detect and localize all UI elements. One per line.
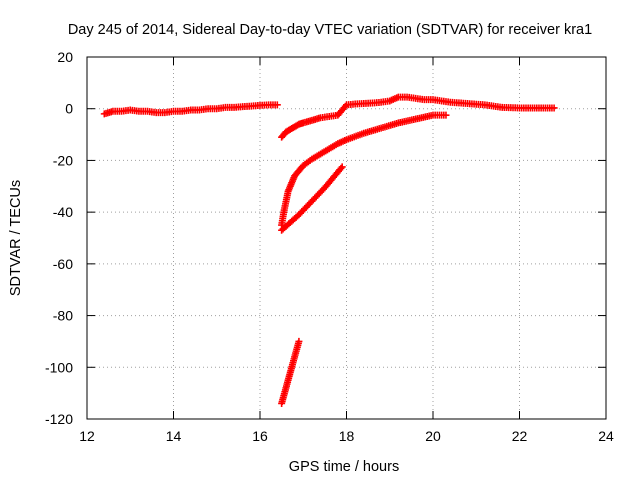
data-point	[337, 164, 345, 172]
y-tick-label: 20	[57, 49, 73, 65]
x-tick-label: 20	[425, 428, 441, 444]
data-point	[442, 111, 450, 119]
data-points	[100, 93, 558, 407]
y-tick-label: -20	[53, 152, 73, 168]
data-point	[273, 101, 281, 109]
series-track-1	[100, 101, 281, 118]
x-tick-label: 14	[166, 428, 182, 444]
x-tick-labels: 12 14 16 18 20 22 24	[79, 428, 614, 444]
series-track-5	[278, 337, 303, 407]
y-tick-label: -120	[45, 411, 73, 427]
series-track-2	[278, 93, 558, 141]
series-track-3	[278, 111, 450, 229]
data-point	[338, 163, 346, 171]
y-tick-label: -100	[45, 359, 73, 375]
series-track-4	[278, 163, 346, 234]
y-tick-label: -80	[53, 308, 73, 324]
data-point	[550, 104, 558, 112]
y-tick-label: -60	[53, 256, 73, 272]
y-tick-labels: -120 -100 -80 -60 -40 -20 0 20	[45, 49, 73, 427]
data-point	[295, 337, 303, 345]
y-tick-label: 0	[65, 101, 73, 117]
x-tick-label: 12	[79, 428, 95, 444]
axis-ticks	[86, 56, 607, 420]
x-tick-label: 16	[252, 428, 268, 444]
y-tick-label: -40	[53, 204, 73, 220]
x-tick-label: 24	[598, 428, 614, 444]
chart-title: Day 245 of 2014, Sidereal Day-to-day VTE…	[68, 22, 592, 38]
x-tick-label: 22	[512, 428, 528, 444]
x-tick-label: 18	[339, 428, 355, 444]
x-axis-title: GPS time / hours	[289, 459, 399, 475]
y-axis-title: SDTVAR / TECUs	[8, 180, 24, 296]
